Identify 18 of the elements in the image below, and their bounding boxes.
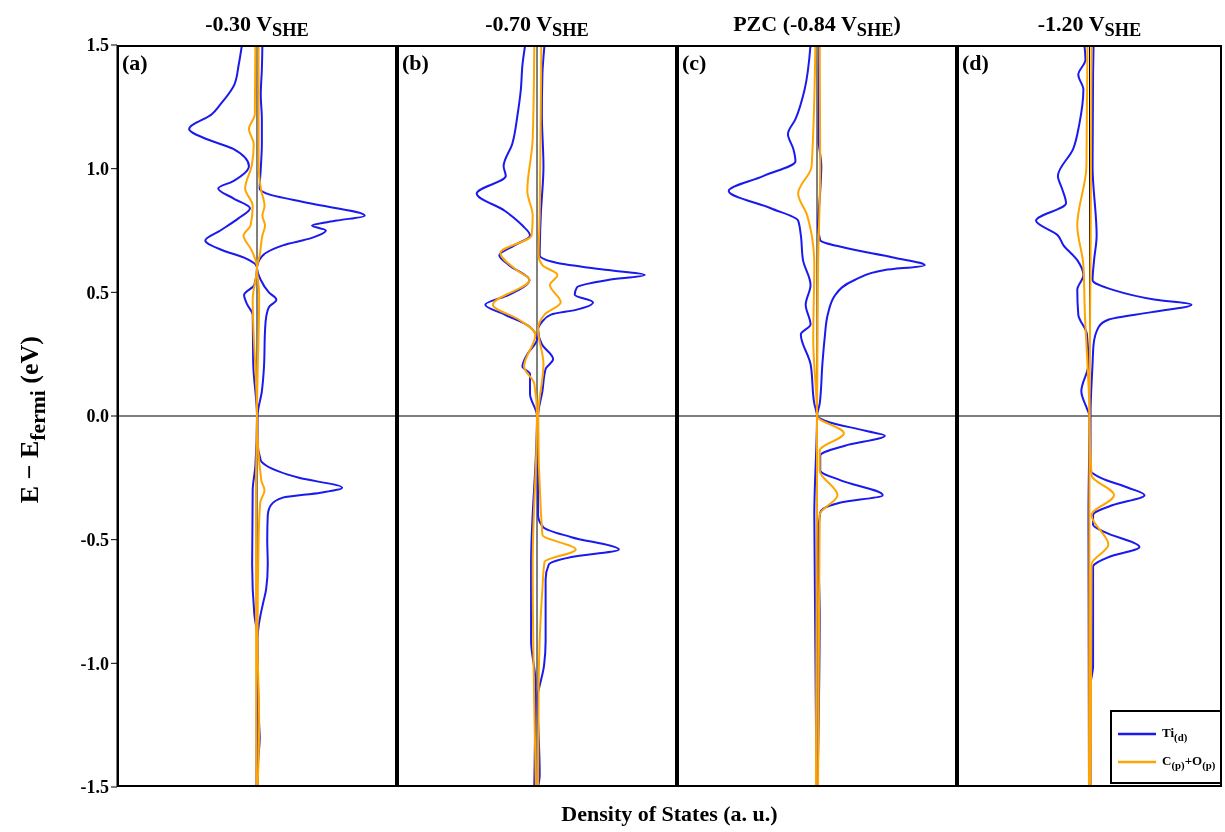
legend-label: C$_{(p)}$+O$_{(p)}$ xyxy=(1162,753,1216,771)
chart-title: -0.70 V$_{SHE}$ xyxy=(484,10,590,43)
legend-label: Ti$_{(d)}$ xyxy=(1162,725,1188,743)
chart-title: -0.30 V$_{SHE}$ xyxy=(204,10,310,43)
y-tick-label: 1.0 xyxy=(86,159,109,180)
chart-title: -1.20 V$_{SHE}$ xyxy=(1036,10,1143,43)
y-tick-label: 0.5 xyxy=(86,282,109,303)
text: (d) xyxy=(962,50,989,76)
chart-title: PZC (-0.84 V$_{SHE}$) xyxy=(732,10,902,43)
text: (b) xyxy=(402,50,429,76)
text: (a) xyxy=(122,50,148,76)
y-tick-label: -1.5 xyxy=(80,777,109,798)
x-axis-title: Density of States (a. u.) xyxy=(560,800,779,828)
y-tick-label: -0.5 xyxy=(80,530,109,551)
y-tick-label: 1.5 xyxy=(86,35,109,56)
y-tick-label: 0.0 xyxy=(86,406,109,427)
text: (c) xyxy=(682,50,707,76)
y-tick-label: -1.0 xyxy=(80,653,109,674)
